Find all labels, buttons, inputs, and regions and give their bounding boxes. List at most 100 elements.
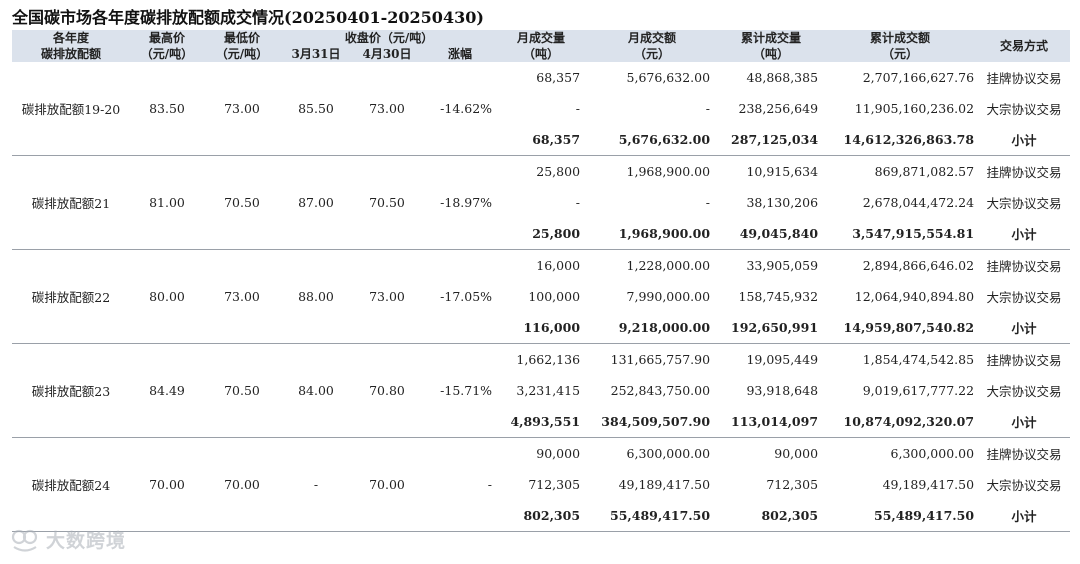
cumulative-volume: 48,868,385 (746, 70, 819, 85)
header-cum-vol: 累计成交量 （吨） (720, 30, 823, 62)
price-change: -18.97% (440, 195, 493, 210)
close-apr30: 73.00 (369, 289, 405, 304)
trade-method: 大宗协议交易 (986, 478, 1062, 493)
close-apr30: 70.50 (369, 195, 405, 210)
year-name: 碳排放配额22 (31, 290, 111, 305)
cumulative-volume: 93,918,648 (746, 383, 819, 398)
table-body: 碳排放配额19-20 83.50 73.00 85.50 73.00 -14.62% 68,… (12, 62, 1071, 532)
brand-logo-icon (11, 529, 38, 552)
high-price: 83.50 (149, 101, 185, 116)
cumulative-volume: 238,256,649 (738, 101, 819, 116)
cumulative-amount: 14,612,326,863.78 (843, 132, 975, 147)
low-price: 73.00 (224, 289, 260, 304)
month-amount: 131,665,757.90 (610, 352, 711, 367)
month-volume: 68,357 (536, 70, 581, 85)
cumulative-amount: 1,854,474,542.85 (862, 352, 975, 367)
close-apr30: 70.80 (369, 383, 405, 398)
header-method: 交易方式 (978, 30, 1071, 62)
trade-method: 挂牌协议交易 (986, 259, 1062, 274)
month-volume: 25,800 (536, 164, 581, 179)
month-volume: 116,000 (523, 320, 581, 335)
header-high: 最高价 （元/吨） (130, 30, 204, 62)
trade-method: 挂牌协议交易 (986, 71, 1062, 86)
low-price: 70.50 (224, 383, 260, 398)
table-row: 碳排放配额22 80.00 73.00 88.00 73.00 -17.05% 16,000… (12, 250, 1070, 305)
header-close-apr30: 4月30日 (352, 46, 422, 62)
cumulative-amount: 11,905,160,236.02 (854, 101, 975, 116)
month-amount: 252,843,750.00 (610, 383, 711, 398)
month-volume: 712,305 (528, 477, 581, 492)
month-volume: 16,000 (536, 258, 581, 273)
cumulative-volume: 90,000 (774, 446, 819, 461)
table-row: - - 238,256,649 11,905,160,236.02 大宗协议交易 (12, 93, 1070, 124)
cumulative-amount: 9,019,617,777.22 (862, 383, 975, 398)
month-volume: - (575, 101, 581, 116)
cumulative-amount: 869,871,082.57 (874, 164, 975, 179)
month-volume: 68,357 (532, 132, 581, 147)
table-row: - - 38,130,206 2,678,044,472.24 大宗协议交易 (12, 187, 1070, 218)
header-year: 各年度 碳排放配额 (12, 30, 130, 62)
close-mar31: 88.00 (298, 289, 334, 304)
trade-method: 小计 (1011, 133, 1037, 148)
close-mar31: - (313, 477, 319, 492)
trade-method: 小计 (1011, 227, 1037, 242)
month-amount: 55,489,417.50 (610, 508, 711, 523)
month-volume: 25,800 (532, 226, 581, 241)
month-volume: 1,662,136 (516, 352, 581, 367)
trade-method: 大宗协议交易 (986, 102, 1062, 117)
high-price: 80.00 (149, 289, 185, 304)
cumulative-volume: 19,095,449 (746, 352, 819, 367)
header-low: 最低价 （元/吨） (204, 30, 280, 62)
cumulative-amount: 10,874,092,320.07 (843, 414, 975, 429)
cumulative-volume: 10,915,634 (746, 164, 819, 179)
close-apr30: 70.00 (369, 477, 405, 492)
trade-method: 小计 (1011, 321, 1037, 336)
year-name: 碳排放配额24 (31, 478, 111, 493)
watermark: 大数跨境 (10, 526, 126, 553)
cumulative-amount: 2,707,166,627.76 (862, 70, 975, 85)
month-amount: 5,676,632.00 (618, 132, 711, 147)
subtotal-row: 802,305 55,489,417.50 802,305 55,489,417.50… (12, 500, 1071, 532)
cumulative-amount: 49,189,417.50 (882, 477, 975, 492)
table-row: 712,305 49,189,417.50 712,305 49,189,417.50… (12, 469, 1070, 500)
table-row: 100,000 7,990,000.00 158,745,932 12,064,940… (12, 281, 1070, 312)
cumulative-amount: 3,547,915,554.81 (852, 226, 975, 241)
month-volume: 4,893,551 (510, 414, 581, 429)
trade-method: 挂牌协议交易 (986, 353, 1062, 368)
close-mar31: 85.50 (298, 101, 334, 116)
subtotal-row: 25,800 1,968,900.00 49,045,840 3,547,915,55… (12, 218, 1071, 250)
header-change: 涨幅 (422, 46, 499, 62)
cumulative-amount: 2,894,866,646.02 (862, 258, 975, 273)
trade-method: 小计 (1011, 509, 1037, 524)
month-amount: 49,189,417.50 (618, 477, 711, 492)
cumulative-amount: 2,678,044,472.24 (862, 195, 975, 210)
cumulative-volume: 38,130,206 (746, 195, 819, 210)
watermark-text: 大数跨境 (46, 530, 127, 552)
cumulative-volume: 802,305 (761, 508, 819, 523)
price-change: - (487, 477, 493, 492)
trade-method: 大宗协议交易 (986, 196, 1062, 211)
year-name: 碳排放配额19-20 (21, 102, 121, 117)
low-price: 70.00 (224, 477, 260, 492)
table-header: 各年度 碳排放配额 最高价 （元/吨） 最低价 （元/吨） 收盘价（元/吨） 月… (12, 30, 1071, 62)
low-price: 70.50 (224, 195, 260, 210)
table-row: 碳排放配额23 84.49 70.50 84.00 70.80 -15.71% 1,662,… (12, 344, 1070, 399)
page-title: 全国碳市场各年度碳排放配额成交情况(20250401-20250430) (12, 8, 484, 27)
trade-method: 大宗协议交易 (986, 384, 1062, 399)
subtotal-row: 68,357 5,676,632.00 287,125,034 14,612,326,… (12, 124, 1071, 156)
cumulative-volume: 192,650,991 (731, 320, 819, 335)
table-row: 碳排放配额19-20 83.50 73.00 85.50 73.00 -14.62% 68,… (12, 62, 1070, 117)
month-volume: - (575, 195, 581, 210)
trade-method: 小计 (1011, 415, 1037, 430)
carbon-trading-table: 各年度 碳排放配额 最高价 （元/吨） 最低价 （元/吨） 收盘价（元/吨） 月… (12, 30, 1071, 532)
low-price: 73.00 (224, 101, 260, 116)
month-amount: 1,228,000.00 (626, 258, 711, 273)
header-cum-amt: 累计成交额 （元） (822, 30, 979, 62)
high-price: 81.00 (149, 195, 185, 210)
cumulative-volume: 712,305 (766, 477, 819, 492)
close-apr30: 73.00 (369, 101, 405, 116)
month-volume: 802,305 (523, 508, 581, 523)
cumulative-amount: 12,064,940,894.80 (854, 289, 975, 304)
close-mar31: 87.00 (298, 195, 334, 210)
cumulative-amount: 55,489,417.50 (874, 508, 975, 523)
